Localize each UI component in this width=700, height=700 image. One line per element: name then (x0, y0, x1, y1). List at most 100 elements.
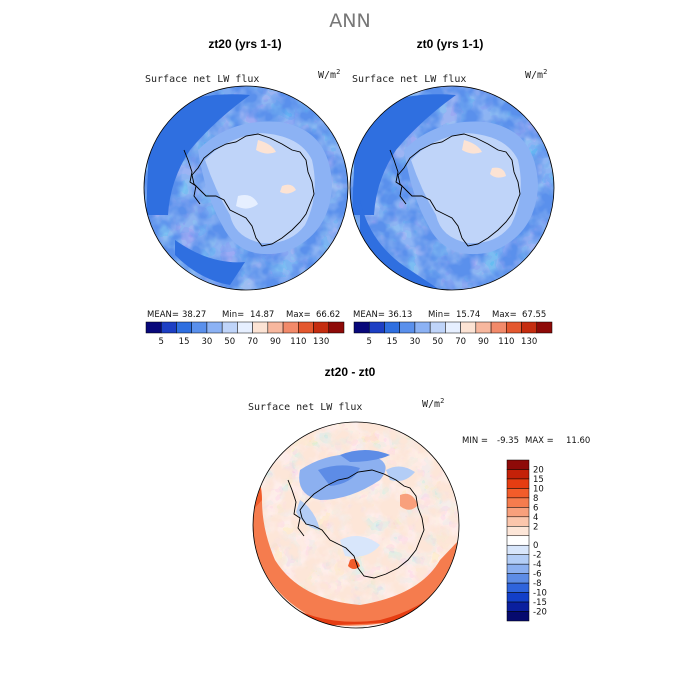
colorbar-swatch (160, 321, 177, 334)
colorbar-label: 10 (533, 484, 544, 494)
colorbar-label: -15 (533, 598, 547, 608)
colorbar-swatch (145, 321, 162, 334)
colorbar-swatch (267, 321, 284, 334)
colorbar-label: -8 (533, 579, 541, 589)
map-field (253, 422, 459, 628)
colorbar-label: 50 (432, 337, 443, 347)
units-label: W/m2 (525, 68, 547, 81)
colorbar-swatch (298, 321, 314, 334)
colorbar-swatch (490, 321, 507, 334)
colorbar-swatch (475, 321, 492, 334)
panel-zt20: zt20 (yrs 1-1) Surface net LW flux W/m2 … (143, 37, 349, 347)
colorbar-swatch (506, 516, 530, 527)
colorbar-label: 8 (533, 494, 538, 504)
colorbar-label: -20 (533, 608, 547, 618)
map-frame (252, 421, 460, 629)
colorbar-swatch (506, 592, 530, 603)
colorbar-label: 4 (533, 513, 538, 523)
map-field (144, 86, 348, 290)
colorbar-label: 30 (202, 337, 213, 347)
colorbar-swatch (506, 563, 530, 574)
variable-label: Surface net LW flux (352, 74, 466, 85)
colorbar-swatch (384, 321, 400, 334)
colorbar-swatch (506, 478, 530, 489)
colorbar-swatch (521, 321, 538, 334)
colorbar-label: 90 (478, 337, 489, 347)
stats-line: MEAN= 38.27 Min= 14.87 Max= 66.62 (147, 310, 340, 320)
colorbar-label: 15 (387, 337, 398, 347)
panel-title: zt0 (yrs 1-1) (417, 37, 484, 51)
colorbar-label: 70 (247, 337, 258, 347)
colorbar-label: -2 (533, 551, 541, 561)
colorbar-swatch (506, 601, 530, 612)
panel-title: zt20 - zt0 (325, 365, 376, 379)
colorbar-label: 30 (410, 337, 421, 347)
colorbar-swatch (282, 321, 299, 334)
colorbar-label: 15 (179, 337, 190, 347)
colorbar-swatch (506, 321, 522, 334)
colorbar-swatch (460, 321, 477, 334)
colorbar-swatch (506, 544, 530, 555)
colorbar-swatch (506, 488, 530, 499)
colorbar-swatch (191, 321, 208, 334)
colorbar-label: -4 (533, 560, 541, 570)
units-label: W/m2 (318, 68, 340, 81)
panel-zt0: zt0 (yrs 1-1) Surface net LW flux W/m2 M… (349, 37, 555, 347)
colorbar-label: 2 (533, 522, 538, 532)
colorbar-swatch (506, 497, 530, 508)
colorbar-label: 15 (533, 475, 544, 485)
colorbar-swatch (429, 321, 446, 334)
colorbar-swatch (506, 526, 530, 537)
variable-label: Surface net LW flux (248, 402, 362, 413)
colorbar-swatch (506, 573, 530, 584)
colorbar-label: 70 (455, 337, 466, 347)
colorbar-swatch (506, 582, 530, 593)
colorbar-swatch (368, 321, 385, 334)
colorbar-label: 5 (159, 337, 164, 347)
colorbar-label: 130 (521, 337, 537, 347)
colorbar-label: -6 (533, 570, 541, 580)
colorbar-label: 110 (498, 337, 514, 347)
colorbar-label: 0 (533, 541, 538, 551)
panel-title: zt20 (yrs 1-1) (208, 37, 281, 51)
colorbar-swatch (414, 321, 431, 334)
colorbar-label: 90 (270, 337, 281, 347)
colorbar: 5 15 30 50 70 90 110 130 (145, 321, 345, 347)
colorbar-label: 6 (533, 503, 538, 513)
page-title: ANN (329, 10, 370, 32)
colorbar-swatch (506, 554, 530, 565)
colorbar-swatch (353, 321, 370, 334)
colorbar-swatch (237, 321, 253, 334)
colorbar: 5 15 30 50 70 90 110 130 (353, 321, 553, 347)
colorbar-swatch (445, 321, 461, 334)
coastline (299, 469, 425, 579)
coastline (191, 133, 315, 247)
colorbar-label: 110 (290, 337, 306, 347)
colorbar-swatch (506, 535, 530, 546)
colorbar-swatch (506, 459, 530, 470)
panel-diff: zt20 - zt0 Surface net LW flux W/m2 MIN … (248, 365, 590, 629)
colorbar-swatch (506, 469, 530, 480)
colorbar-swatch (313, 321, 330, 334)
map-frame (349, 85, 555, 291)
coastline (397, 133, 521, 247)
stats-line: MIN = -9.35 MAX = 11.60 (462, 436, 590, 446)
colorbar-label: 130 (313, 337, 329, 347)
colorbar-swatch (506, 611, 530, 622)
stats-line: MEAN= 36.13 Min= 15.74 Max= 67.55 (353, 310, 546, 320)
colorbar-swatch (176, 321, 192, 334)
map-frame (143, 85, 349, 291)
colorbar-label: 5 (367, 337, 372, 347)
colorbar-label: 20 (533, 465, 544, 475)
colorbar-swatch (252, 321, 269, 334)
colorbar-swatch (536, 321, 553, 334)
colorbar-swatch (206, 321, 223, 334)
colorbar-swatch (506, 507, 530, 518)
colorbar-label: 50 (224, 337, 235, 347)
variable-label: Surface net LW flux (145, 74, 259, 85)
colorbar-swatch (399, 321, 416, 334)
units-label: W/m2 (422, 397, 444, 410)
colorbar-swatch (328, 321, 345, 334)
